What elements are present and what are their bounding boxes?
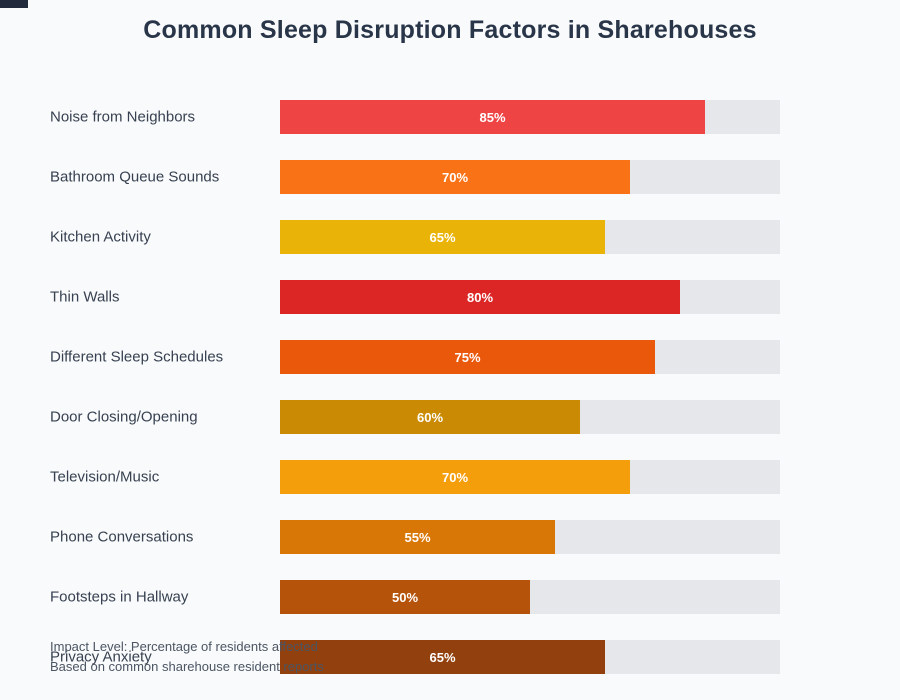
bar-value-label: 70%: [441, 169, 469, 185]
bar-track: 65%: [280, 640, 780, 674]
bar-value-label: 65%: [429, 229, 456, 245]
bar-track: 70%: [280, 160, 780, 194]
bar-row-label: Kitchen Activity: [50, 228, 151, 246]
bar-value-label: 70%: [441, 469, 469, 485]
bar-value-label: 55%: [404, 529, 431, 545]
bar-row-label: Door Closing/Opening: [50, 408, 198, 426]
bar-value-label: 50%: [391, 589, 419, 605]
bar-track: 65%: [280, 220, 780, 254]
bar-row-label: Television/Music: [50, 468, 160, 486]
bar-track: 75%: [280, 340, 780, 374]
bar-row: Bathroom Queue Sounds 70%: [0, 160, 900, 194]
bar-fill: 50%: [280, 580, 530, 614]
footnote-impact-level: Impact Level: Percentage of residents af…: [50, 639, 318, 654]
bar-row-label: Noise from Neighbors: [50, 108, 196, 126]
bar-track: 50%: [280, 580, 780, 614]
bar-fill: 65%: [280, 640, 605, 674]
chart-footnotes: Impact Level: Percentage of residents af…: [50, 637, 324, 677]
bar-row-label: Phone Conversations: [50, 528, 194, 546]
bar-track: 70%: [280, 460, 780, 494]
bar-track: 55%: [280, 520, 780, 554]
bar-track: 80%: [280, 280, 780, 314]
bar-row: Noise from Neighbors 85%: [0, 100, 900, 134]
bar-chart: Noise from Neighbors 85% Bathroom Queue …: [0, 100, 900, 700]
bar-track: 85%: [280, 100, 780, 134]
bar-value-label: 65%: [429, 649, 456, 665]
bar-fill: 80%: [280, 280, 680, 314]
bar-track: 60%: [280, 400, 780, 434]
bar-fill: 70%: [280, 460, 630, 494]
bar-row: Footsteps in Hallway 50%: [0, 580, 900, 614]
bar-row: Different Sleep Schedules 75%: [0, 340, 900, 374]
bar-row: Thin Walls 80%: [0, 280, 900, 314]
bar-row-label: Privacy Anxiety: [50, 648, 152, 666]
chart-title: Common Sleep Disruption Factors in Share…: [143, 16, 757, 44]
bar-row: Television/Music 70%: [0, 460, 900, 494]
bar-row: Door Closing/Opening 60%: [0, 400, 900, 434]
bar-value-label: 80%: [466, 289, 494, 305]
bar-value-label: 85%: [479, 109, 506, 125]
bar-value-label: 75%: [454, 349, 481, 365]
bar-row-label: Different Sleep Schedules: [50, 348, 224, 366]
bar-fill: 55%: [280, 520, 555, 554]
bar-row-label: Footsteps in Hallway: [50, 588, 189, 606]
bar-value-label: 60%: [416, 409, 444, 425]
bar-fill: 75%: [280, 340, 655, 374]
bar-row-label: Bathroom Queue Sounds: [50, 168, 220, 186]
bar-row-label: Thin Walls: [50, 288, 120, 306]
bar-row: Phone Conversations 55%: [0, 520, 900, 554]
bar-row: Kitchen Activity 65%: [0, 220, 900, 254]
bar-fill: 65%: [280, 220, 605, 254]
bar-row: Privacy Anxiety 65%: [0, 640, 900, 674]
bar-fill: 60%: [280, 400, 580, 434]
bar-fill: 70%: [280, 160, 630, 194]
footnote-source: Based on common sharehouse resident repo…: [50, 659, 324, 674]
corner-mark-decoration: [0, 0, 28, 8]
bar-fill: 85%: [280, 100, 705, 134]
